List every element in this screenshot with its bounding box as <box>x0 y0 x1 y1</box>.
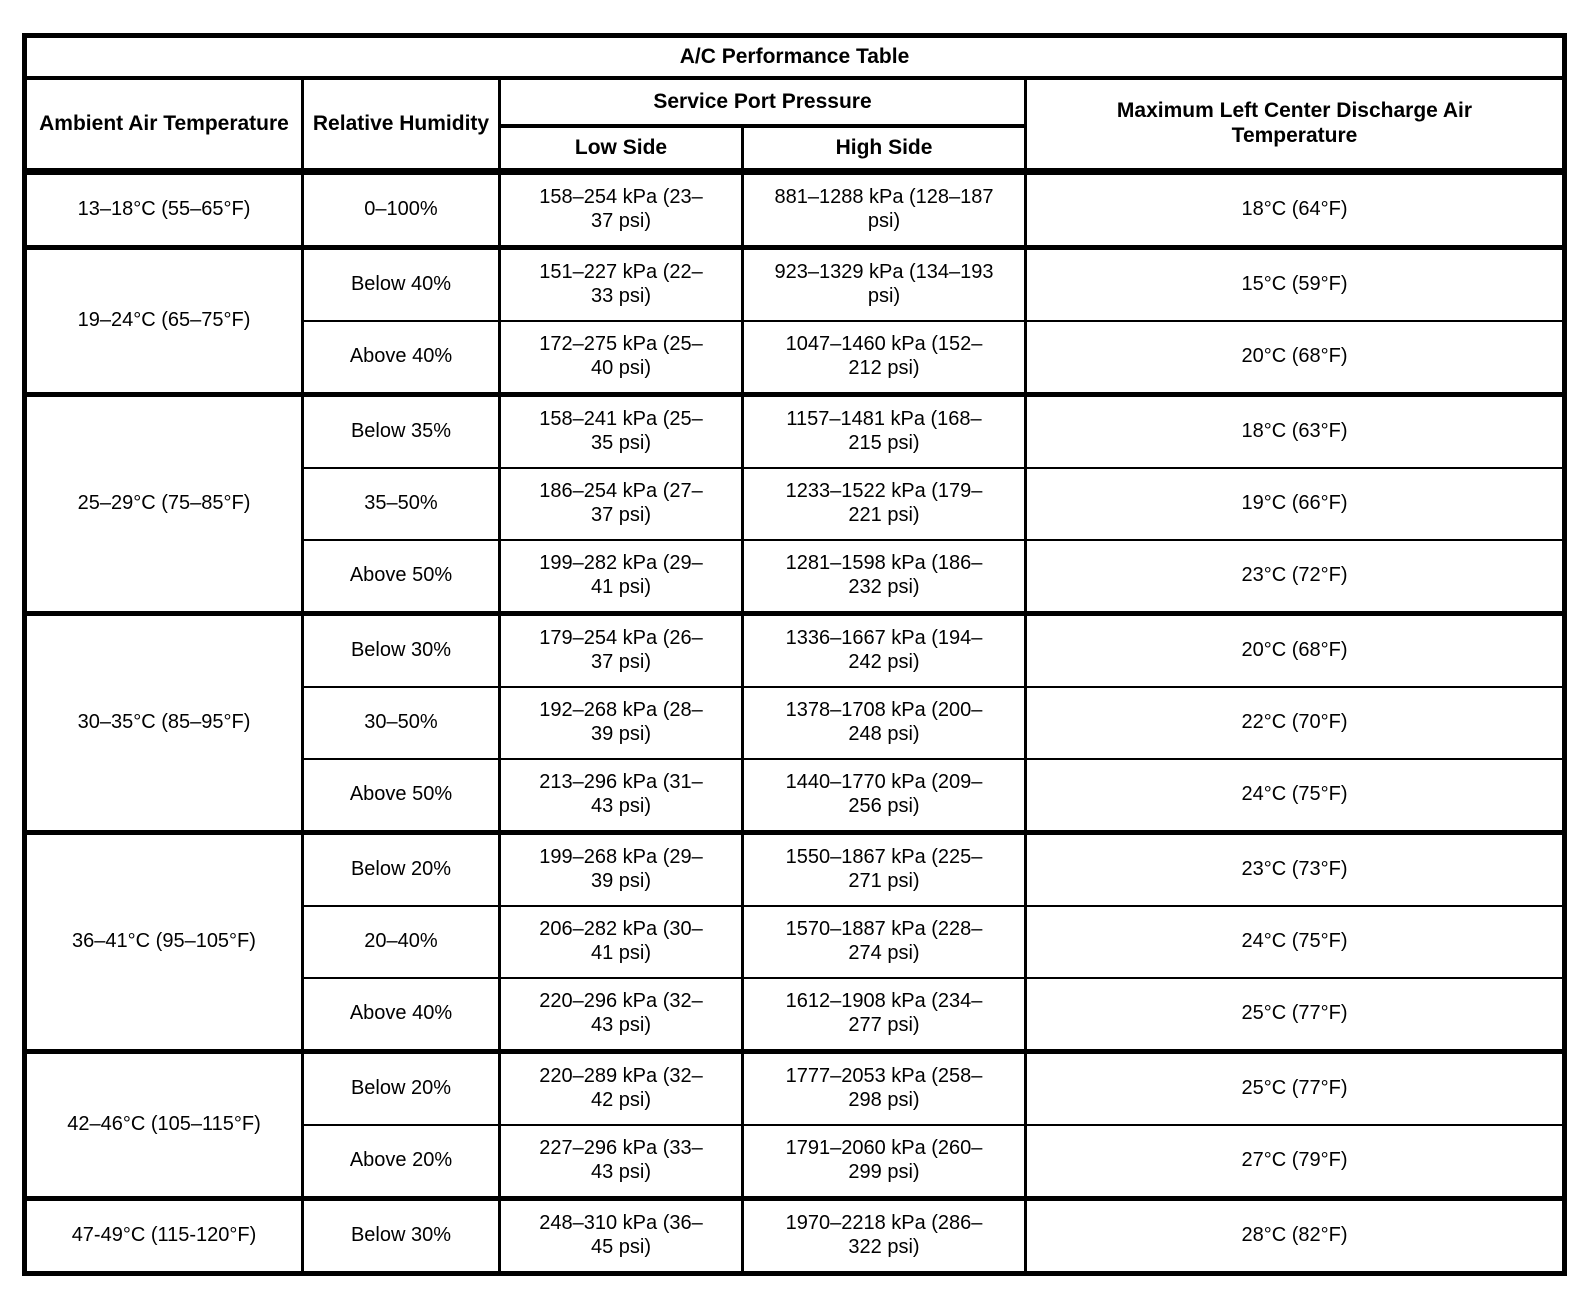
high-side-cell: 1047–1460 kPa (152–212 psi) <box>741 320 1027 396</box>
high-side-cell: 1791–2060 kPa (260–299 psi) <box>741 1124 1027 1200</box>
high-side-cell: 1440–1770 kPa (209–256 psi) <box>741 758 1027 834</box>
table-title: A/C Performance Table <box>22 34 1567 80</box>
high-side-cell: 1777–2053 kPa (258–298 psi) <box>741 1049 1027 1126</box>
discharge-cell: 25°C (77°F) <box>1023 1049 1567 1126</box>
high-side-cell: 923–1329 kPa (134–193 psi) <box>741 245 1027 322</box>
humidity-cell: Above 50% <box>301 758 501 834</box>
col-header-low-side: Low Side <box>498 124 744 175</box>
ambient-cell: 13–18°C (55–65°F) <box>23 168 304 249</box>
low-side-cell: 179–254 kPa (26–37 psi) <box>498 611 744 688</box>
table-row: 42–46°C (105–115°F) Below 20% 220–289 kP… <box>23 1049 1567 1200</box>
discharge-cell: 18°C (63°F) <box>1023 392 1567 469</box>
discharge-cell: 27°C (79°F) <box>1023 1124 1567 1200</box>
table-row: 36–41°C (95–105°F) Below 20% 199–268 kPa… <box>23 830 1567 1053</box>
high-side-cell: 1233–1522 kPa (179–221 psi) <box>741 467 1027 541</box>
ambient-cell: 36–41°C (95–105°F) <box>23 830 304 1053</box>
high-side-cell: 1550–1867 kPa (225–271 psi) <box>741 830 1027 907</box>
ac-performance-table: A/C Performance Table Ambient Air Temper… <box>22 33 1568 1276</box>
discharge-cell: 24°C (75°F) <box>1023 905 1567 979</box>
table-row: 30–50% 192–268 kPa (28–39 psi) 1378–1708… <box>25 686 1567 760</box>
high-side-cell: 1281–1598 kPa (186–232 psi) <box>741 539 1027 615</box>
ambient-cell: 30–35°C (85–95°F) <box>23 611 304 834</box>
table-row: 35–50% 186–254 kPa (27–37 psi) 1233–1522… <box>25 467 1567 541</box>
humidity-cell: Below 35% <box>301 392 501 469</box>
discharge-cell: 25°C (77°F) <box>1023 977 1567 1053</box>
humidity-cell: Below 20% <box>301 1049 501 1126</box>
header-row-sub: Low Side High Side <box>25 124 1565 175</box>
high-side-cell: 1378–1708 kPa (200–248 psi) <box>741 686 1027 760</box>
table-row: Above 40% 172–275 kPa (25–40 psi) 1047–1… <box>25 320 1567 396</box>
low-side-cell: 151–227 kPa (22–33 psi) <box>498 245 744 322</box>
humidity-cell: 0–100% <box>301 168 501 249</box>
low-side-cell: 220–296 kPa (32–43 psi) <box>498 977 744 1053</box>
discharge-cell: 28°C (82°F) <box>1023 1196 1567 1275</box>
low-side-cell: 186–254 kPa (27–37 psi) <box>498 467 744 541</box>
discharge-cell: 20°C (68°F) <box>1023 320 1567 396</box>
high-side-cell: 1157–1481 kPa (168–215 psi) <box>741 392 1027 469</box>
table-row: 13–18°C (55–65°F) 0–100% 158–254 kPa (23… <box>23 168 1567 249</box>
header-row-top: Ambient Air Temperature Relative Humidit… <box>23 76 1567 173</box>
low-side-cell: 158–254 kPa (23–37 psi) <box>498 168 744 249</box>
low-side-cell: 227–296 kPa (33–43 psi) <box>498 1124 744 1200</box>
humidity-cell: Above 20% <box>301 1124 501 1200</box>
table-title-row: A/C Performance Table <box>22 34 1567 80</box>
discharge-cell: 24°C (75°F) <box>1023 758 1567 834</box>
ambient-cell: 42–46°C (105–115°F) <box>23 1049 304 1200</box>
humidity-cell: Below 20% <box>301 830 501 907</box>
table-row: 19–24°C (65–75°F) Below 40% 151–227 kPa … <box>23 245 1567 396</box>
low-side-cell: 158–241 kPa (25–35 psi) <box>498 392 744 469</box>
table-row: 30–35°C (85–95°F) Below 30% 179–254 kPa … <box>23 611 1567 834</box>
discharge-cell: 23°C (72°F) <box>1023 539 1567 615</box>
high-side-cell: 1612–1908 kPa (234–277 psi) <box>741 977 1027 1053</box>
low-side-cell: 220–289 kPa (32–42 psi) <box>498 1049 744 1126</box>
high-side-cell: 1336–1667 kPa (194–242 psi) <box>741 611 1027 688</box>
low-side-cell: 213–296 kPa (31–43 psi) <box>498 758 744 834</box>
discharge-cell: 19°C (66°F) <box>1023 467 1567 541</box>
humidity-cell: 20–40% <box>301 905 501 979</box>
low-side-cell: 248–310 kPa (36–45 psi) <box>498 1196 744 1275</box>
discharge-cell: 18°C (64°F) <box>1023 168 1567 249</box>
discharge-cell: 23°C (73°F) <box>1023 830 1567 907</box>
col-header-humidity: Relative Humidity <box>301 76 501 173</box>
col-header-ambient: Ambient Air Temperature <box>23 76 304 173</box>
low-side-cell: 199–268 kPa (29–39 psi) <box>498 830 744 907</box>
humidity-cell: Below 30% <box>301 1196 501 1275</box>
humidity-cell: Above 50% <box>301 539 501 615</box>
table-row: 25–29°C (75–85°F) Below 35% 158–241 kPa … <box>23 392 1567 615</box>
col-header-service-port-pressure: Service Port Pressure <box>498 76 1027 128</box>
discharge-cell: 20°C (68°F) <box>1023 611 1567 688</box>
ambient-cell: 47-49°C (115-120°F) <box>23 1196 304 1275</box>
high-side-cell: 1970–2218 kPa (286–322 psi) <box>741 1196 1027 1275</box>
humidity-cell: 35–50% <box>301 467 501 541</box>
col-header-discharge: Maximum Left Center Discharge Air Temper… <box>1023 76 1567 173</box>
low-side-cell: 172–275 kPa (25–40 psi) <box>498 320 744 396</box>
ambient-cell: 19–24°C (65–75°F) <box>23 245 304 396</box>
high-side-cell: 881–1288 kPa (128–187 psi) <box>741 168 1027 249</box>
low-side-cell: 192–268 kPa (28–39 psi) <box>498 686 744 760</box>
high-side-cell: 1570–1887 kPa (228–274 psi) <box>741 905 1027 979</box>
humidity-cell: Above 40% <box>301 320 501 396</box>
table-row: Above 50% 213–296 kPa (31–43 psi) 1440–1… <box>25 758 1567 834</box>
low-side-cell: 199–282 kPa (29–41 psi) <box>498 539 744 615</box>
table-row: Above 20% 227–296 kPa (33–43 psi) 1791–2… <box>25 1124 1567 1200</box>
table-row: 47-49°C (115-120°F) Below 30% 248–310 kP… <box>23 1196 1567 1275</box>
table-row: Above 40% 220–296 kPa (32–43 psi) 1612–1… <box>25 977 1567 1053</box>
col-header-high-side: High Side <box>741 124 1027 175</box>
low-side-cell: 206–282 kPa (30–41 psi) <box>498 905 744 979</box>
col-header-discharge-label: Maximum Left Center Discharge Air Temper… <box>1116 99 1473 147</box>
humidity-cell: Above 40% <box>301 977 501 1053</box>
discharge-cell: 15°C (59°F) <box>1023 245 1567 322</box>
ambient-cell: 25–29°C (75–85°F) <box>23 392 304 615</box>
humidity-cell: Below 30% <box>301 611 501 688</box>
table-row: Above 50% 199–282 kPa (29–41 psi) 1281–1… <box>25 539 1567 615</box>
table-row: 20–40% 206–282 kPa (30–41 psi) 1570–1887… <box>25 905 1567 979</box>
discharge-cell: 22°C (70°F) <box>1023 686 1567 760</box>
humidity-cell: Below 40% <box>301 245 501 322</box>
humidity-cell: 30–50% <box>301 686 501 760</box>
